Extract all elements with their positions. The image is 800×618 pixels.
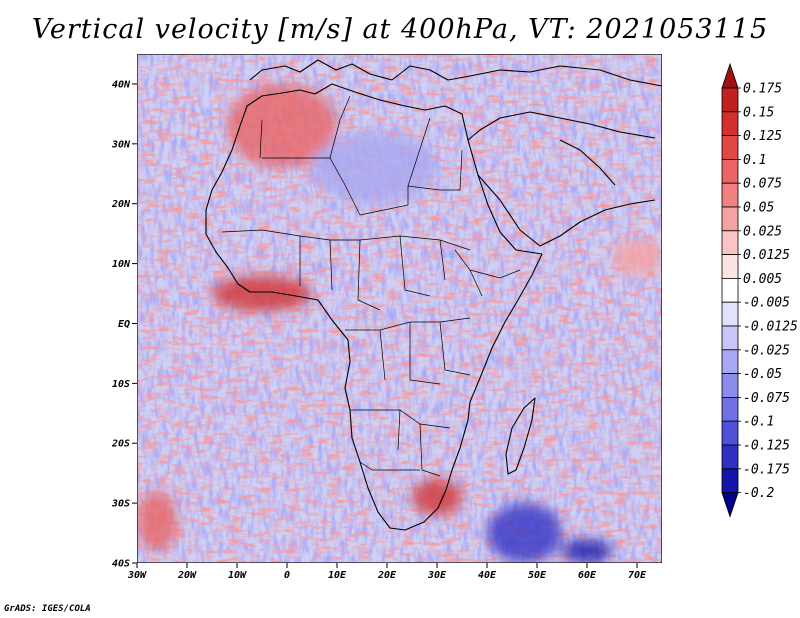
- colorbar-label: 0.0125: [743, 248, 790, 263]
- x-tick-label: 70E: [628, 570, 647, 581]
- region-patch: [312, 131, 437, 204]
- colorbar-label: 0.05: [743, 201, 774, 216]
- colorbar: 0.175 0.15 0.125 0.1 0.075 0.05 0.025 0.0125 0.0…: [721, 62, 798, 518]
- region-patch: [412, 479, 462, 516]
- x-tick-label: 60E: [578, 570, 597, 581]
- colorbar-label: -0.2: [743, 486, 774, 501]
- x-tick-label: 10E: [328, 570, 347, 581]
- y-tick-label: 40S: [112, 559, 130, 570]
- x-tick-label: 30W: [127, 570, 147, 581]
- colorbar-segment: [721, 373, 739, 398]
- x-tick-label: 20E: [377, 570, 397, 581]
- x-tick-label: 0: [284, 570, 290, 581]
- colorbar-segment: [721, 230, 739, 256]
- colorbar-label: -0.05: [743, 367, 782, 382]
- colorbar-label: -0.0125: [743, 320, 798, 335]
- madagascar-coastline: [505, 397, 536, 475]
- region-patch: [612, 239, 662, 276]
- colorbar-segment: [721, 396, 739, 422]
- region-patch: [212, 275, 312, 312]
- colorbar-label: -0.025: [743, 343, 790, 358]
- y-axis: 40N 30N 20N 10N EQ 10S 20S 30S 40S: [111, 79, 137, 570]
- y-tick-label: EQ: [118, 319, 130, 330]
- colorbar-label: 0.1: [743, 153, 766, 168]
- colorbar-segment: [721, 444, 739, 470]
- velocity-field: [137, 54, 662, 563]
- region-patches: [137, 83, 662, 563]
- colorbar-segment: [721, 301, 739, 327]
- colorbar-segment: [721, 420, 739, 446]
- colorbar-bottom-arrow: [721, 492, 739, 518]
- y-tick-label: 30N: [111, 139, 131, 150]
- y-tick-label: 10N: [112, 259, 131, 270]
- y-tick-label: 20S: [111, 439, 130, 450]
- credit-label: GrADS: IGES/COLA: [4, 604, 91, 614]
- map-panel: [137, 54, 662, 563]
- x-tick-label: 50E: [528, 570, 547, 581]
- y-tick-label: 30S: [111, 499, 130, 510]
- colorbar-segment: [721, 206, 739, 232]
- colorbar-label: -0.1: [743, 415, 774, 430]
- region-patch: [137, 491, 177, 552]
- africa-coastline: [205, 83, 543, 531]
- colorbar-segment: [721, 468, 739, 493]
- colorbar-label: -0.125: [743, 439, 790, 454]
- colorbar-label: 0.125: [743, 129, 782, 144]
- colorbar-segment: [721, 158, 739, 184]
- colorbar-label: 0.075: [743, 177, 782, 192]
- europe-coastline: [249, 59, 662, 87]
- colorbar-label: -0.005: [743, 296, 790, 311]
- colorbar-segment: [721, 111, 739, 137]
- colorbar-label: 0.175: [743, 82, 782, 97]
- colorbar-segment: [721, 349, 739, 374]
- arabia-coastline: [467, 111, 656, 247]
- colorbar-segment: [721, 135, 739, 160]
- chart-title: Vertical velocity [m/s] at 400hPa, VT: 2…: [31, 14, 769, 45]
- x-tick-label: 30E: [427, 570, 447, 581]
- y-tick-label: 10S: [112, 379, 130, 390]
- x-tick-label: 20W: [177, 570, 197, 581]
- persian-gulf: [559, 139, 616, 186]
- colorbar-segment: [721, 325, 739, 351]
- colorbar-label: 0.025: [743, 224, 782, 239]
- y-tick-label: 40N: [112, 79, 131, 90]
- colorbar-segment: [721, 254, 739, 279]
- colorbar-segment: [721, 87, 739, 113]
- colorbar-segment: [721, 182, 739, 208]
- country-borders: [221, 95, 521, 477]
- colorbar-label: 0.005: [743, 272, 782, 287]
- y-tick-label: 20N: [111, 199, 131, 210]
- colorbar-label: 0.15: [743, 105, 774, 120]
- colorbar-top-arrow: [721, 62, 739, 89]
- x-axis: 30W 20W 10W 0 10E 20E 30E 40E 50E 60E 70E: [127, 563, 647, 581]
- x-tick-label: 40E: [478, 570, 497, 581]
- colorbar-label: -0.075: [743, 391, 790, 406]
- region-patch: [562, 539, 612, 563]
- colorbar-label: -0.175: [743, 462, 790, 477]
- x-tick-label: 10W: [228, 570, 247, 581]
- coastlines: [205, 59, 662, 531]
- region-patch: [227, 83, 337, 168]
- colorbar-segment: [721, 277, 739, 303]
- region-patch: [487, 503, 562, 563]
